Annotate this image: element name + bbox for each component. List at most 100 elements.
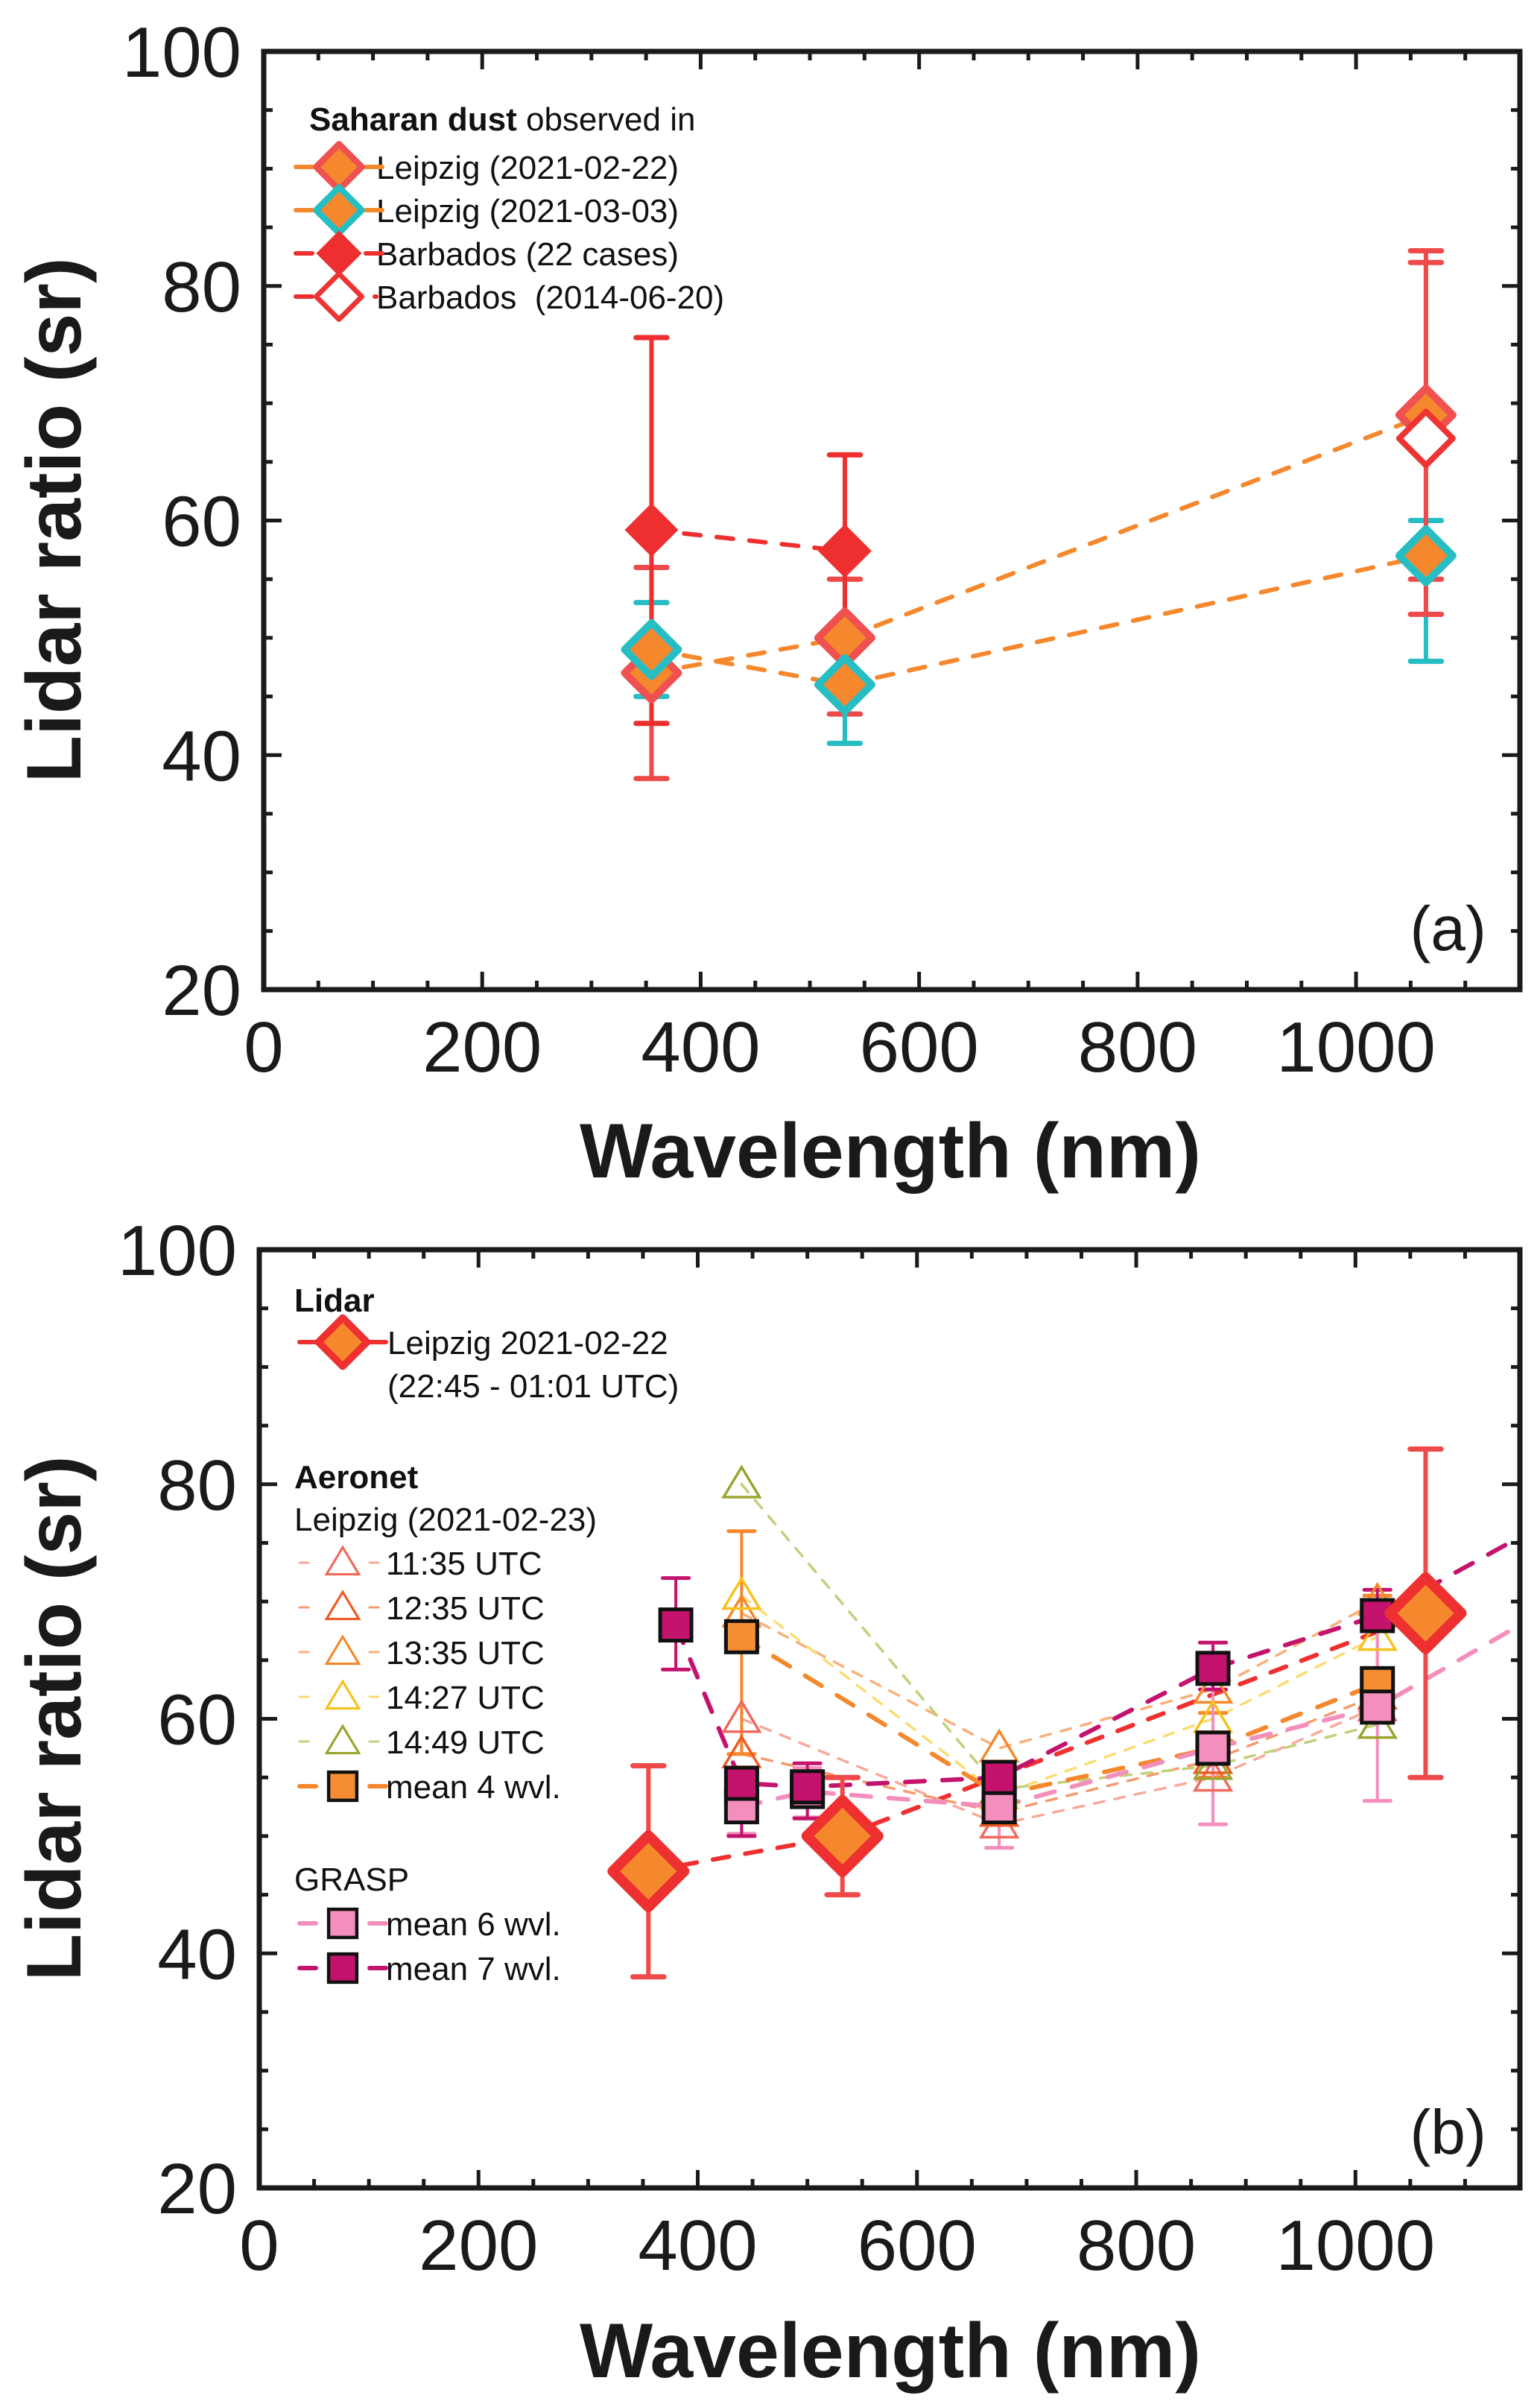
legend-marker [313,184,365,236]
y-tick-label: 60 [162,482,241,562]
panel-a: 0 200 400 600 800 1000 20 40 60 80 100 (a) Wavelen… [11,13,1523,1195]
legend-label: 11:35 UTC [386,1546,542,1582]
legend-a: Saharan dust observed in Leipzig (2021-0… [294,101,724,322]
y-tick-label: 80 [162,247,241,327]
legend-marker [314,271,364,322]
legend-marker [324,1724,361,1755]
legend-label: mean 4 wvl. [386,1769,561,1806]
data-point-b-7 [1195,1730,1231,1766]
data-point-b-8 [658,1607,694,1643]
legend-title-a: Saharan dust observed in [309,101,695,138]
legend-heading-lidar: Lidar [294,1282,375,1319]
data-point-b-7 [981,1789,1017,1825]
data-point-b-1 [721,1699,762,1733]
x-tick-label: 1000 [1276,2206,1436,2286]
series-line-b-4 [740,1594,1379,1797]
legend-label: Barbados (22 cases) [376,236,679,273]
x-axis-title-b: Wavelength (nm) [580,2308,1201,2394]
legend-b: Lidar Leipzig 2021-02-22 (22:45 - 01:01 … [294,1282,679,1987]
y-tick-label: 100 [122,13,241,92]
legend-label: 12:35 UTC [386,1590,545,1627]
axes-frame [261,48,1523,993]
legend-label: mean 6 wvl. [386,1906,561,1943]
data-point-b-8 [723,1765,759,1801]
y-tick-label: 60 [157,1680,237,1760]
panel-label-a: (a) [1410,893,1486,964]
x-tick-label: 200 [419,2206,538,2286]
x-tick-label: 200 [422,1008,542,1087]
series-line-b-8 [674,1534,1520,1789]
legend-label: Leipzig 2021-02-22 [387,1325,668,1361]
y-axis-title-a: Lidar ratio (sr) [11,258,98,783]
legend-swatches-b [297,1314,388,1984]
x-axis-title-a: Wavelength (nm) [580,1108,1201,1195]
legend-label: mean 7 wvl. [386,1951,561,1987]
data-point-b-6 [723,1619,759,1654]
series-line-a-1 [649,553,1428,687]
series-line-b-6 [739,1634,1380,1797]
legend-label-line2: (22:45 - 01:01 UTC) [387,1368,679,1405]
series-line-a-0 [649,412,1428,676]
legend-heading-aeronet: Aeronet [294,1459,419,1496]
legend-subheading-grasp: GRASP [294,1862,409,1898]
series-line-b-5 [740,1483,1379,1791]
x-tick-label: 600 [860,1008,979,1087]
y-tick-label: 20 [157,2149,237,2229]
data-point-a-1 [1395,525,1457,586]
x-tick-label: 1000 [1276,1008,1436,1087]
data-point-b-4 [721,1575,762,1610]
x-tick-label: 400 [638,2206,757,2286]
legend-label: Leipzig (2021-02-22) [376,150,679,186]
data-point-b-0 [1384,1572,1467,1654]
legend-title-rest: observed in [517,101,696,138]
legend-marker [313,141,365,193]
x-tick-label: 400 [641,1008,760,1087]
legend-marker [324,1679,361,1710]
data-point-b-4 [1357,1616,1398,1651]
legend-swatches-a [294,141,384,322]
data-point-b-1 [1192,1757,1234,1792]
legend-marker [326,1907,359,1940]
legend-label: 13:35 UTC [386,1635,545,1671]
legend-marker [314,1314,371,1370]
legend-title-bold: Saharan dust [309,101,517,138]
data-point-b-5 [721,1464,762,1499]
plot-area-b: 0 200 400 600 800 1000 20 40 60 80 100 [118,1211,1523,2286]
x-tick-label: 0 [244,1008,283,1087]
series-layer [621,248,1457,782]
data-point-a-2 [817,524,872,578]
y-axis-title-b: Lidar ratio (sr) [11,1456,98,1981]
legend-label: Barbados (2014-06-20) [376,279,724,316]
legend-marker [324,1590,361,1621]
data-point-b-8 [1195,1651,1231,1686]
legend-marker [316,230,362,276]
legend-label: 14:49 UTC [386,1724,545,1761]
data-point-a-3 [1395,408,1456,469]
x-tick-label: 800 [1077,2206,1196,2286]
data-point-a-2 [624,503,679,557]
y-tick-label: 40 [157,1914,237,1994]
legend-marker [326,1770,359,1803]
series-line-a-2 [649,528,847,554]
plot-area-a: 0 200 400 600 800 1000 20 40 60 80 100 [122,13,1523,1087]
x-tick-label: 0 [239,2206,279,2286]
legend-label: Leipzig (2021-03-03) [376,193,679,230]
data-point-b-8 [981,1759,1017,1795]
legend-subheading-aeronet: Leipzig (2021-02-23) [294,1502,597,1538]
y-tick-label: 40 [162,716,241,796]
series-line-b-3 [740,1600,1379,1750]
y-tick-label: 80 [157,1446,237,1525]
data-point-b-7 [1360,1689,1395,1725]
data-point-b-0 [801,1794,884,1877]
data-point-b-3 [978,1728,1020,1762]
y-tick-label: 100 [118,1211,237,1291]
series-layer [607,1446,1520,1980]
legend-marker [326,1952,359,1984]
y-tick-label: 20 [162,951,241,1031]
x-tick-label: 800 [1078,1008,1197,1087]
data-point-a-1 [814,654,875,715]
legend-label: 14:27 UTC [386,1680,545,1716]
x-tick-label: 600 [858,2206,977,2286]
series-line-b-1 [740,1706,1379,1826]
